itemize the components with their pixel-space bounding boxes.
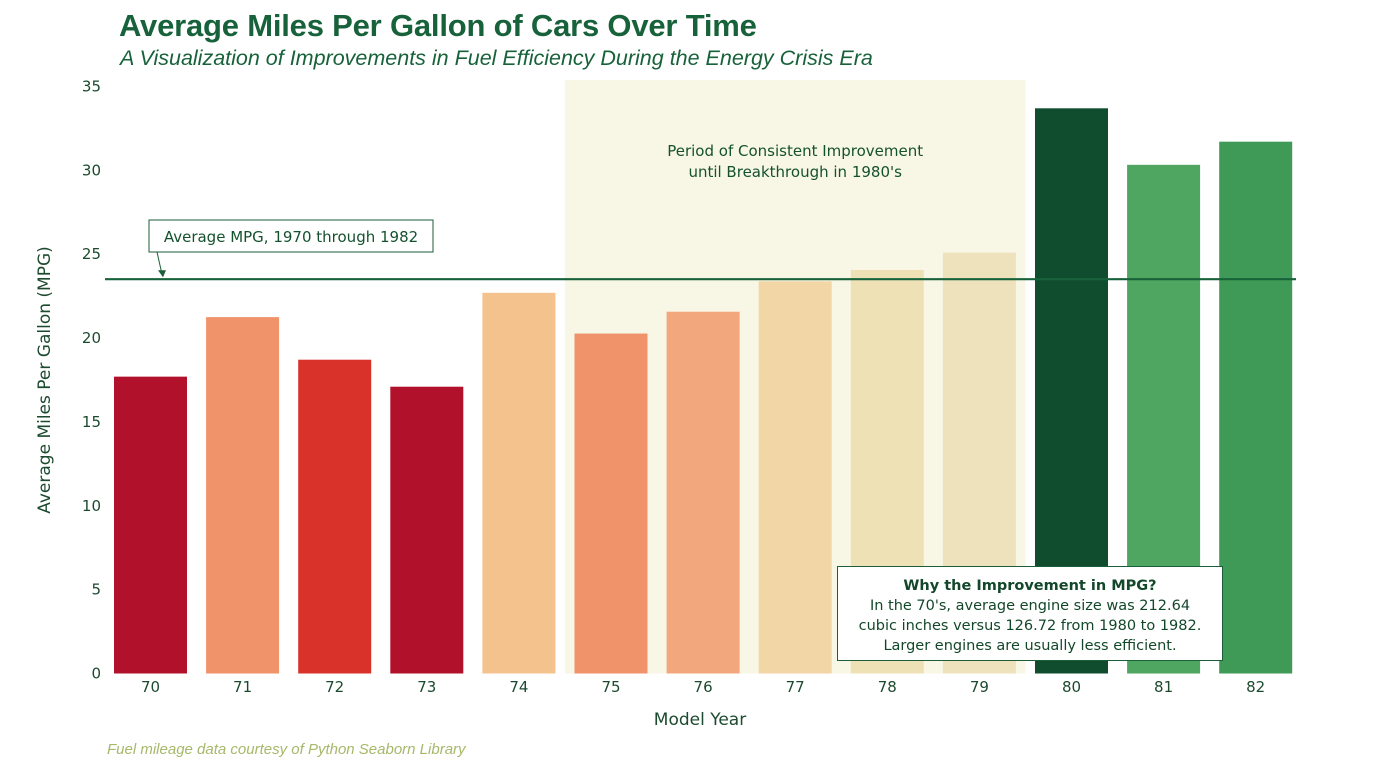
y-tick-label-15: 15 xyxy=(82,413,101,431)
highlight-region-label-2: until Breakthrough in 1980's xyxy=(688,163,902,181)
x-tick-label-77: 77 xyxy=(786,678,805,696)
y-tick-label-35: 35 xyxy=(82,78,101,96)
note-heading: Why the Improvement in MPG? xyxy=(903,578,1157,594)
bar-72 xyxy=(298,359,372,674)
note-line-1: In the 70's, average engine size was 212… xyxy=(869,598,1191,614)
reference-line-label: Average MPG, 1970 through 1982 xyxy=(164,228,418,246)
bar-73 xyxy=(390,386,464,674)
highlight-region-label-1: Period of Consistent Improvement xyxy=(667,142,923,160)
y-tick-label-10: 10 xyxy=(82,497,101,515)
x-tick-label-70: 70 xyxy=(141,678,160,696)
x-tick-label-81: 81 xyxy=(1154,678,1173,696)
x-tick-label-80: 80 xyxy=(1062,678,1081,696)
bar-75 xyxy=(574,333,648,674)
y-tick-label-0: 0 xyxy=(91,665,101,683)
chart-title: Average Miles Per Gallon of Cars Over Ti… xyxy=(119,8,757,43)
x-tick-label-75: 75 xyxy=(601,678,620,696)
note-line-2: cubic inches versus 126.72 from 1980 to … xyxy=(858,618,1202,634)
x-tick-label-79: 79 xyxy=(970,678,989,696)
y-tick-label-30: 30 xyxy=(82,161,101,179)
y-tick-label-20: 20 xyxy=(82,329,101,347)
mpg-explanation-note: Why the Improvement in MPG? In the 70's,… xyxy=(837,566,1223,661)
x-tick-label-74: 74 xyxy=(509,678,528,696)
x-tick-label-76: 76 xyxy=(694,678,713,696)
bar-74 xyxy=(482,292,556,674)
bar-70 xyxy=(114,376,187,674)
y-axis-title: Average Miles Per Gallon (MPG) xyxy=(35,246,55,514)
bar-77 xyxy=(758,281,832,674)
y-tick-label-5: 5 xyxy=(91,581,101,599)
chart-subtitle: A Visualization of Improvements in Fuel … xyxy=(120,46,873,70)
note-line-3: Larger engines are usually less efficien… xyxy=(883,638,1177,654)
y-tick-label-25: 25 xyxy=(82,245,101,263)
reference-line-label-box xyxy=(148,219,434,253)
axes-layer: 0 5 10 15 20 25 30 35 70 71 72 73 74 75 76 77 78 79 80 81 82… xyxy=(35,78,1265,731)
bar-71 xyxy=(206,317,280,674)
bar-82 xyxy=(1219,141,1293,674)
x-tick-label-71: 71 xyxy=(233,678,252,696)
x-tick-label-73: 73 xyxy=(417,678,436,696)
x-tick-label-78: 78 xyxy=(878,678,897,696)
reference-line-arrowhead xyxy=(158,270,166,278)
bar-76 xyxy=(666,311,740,674)
x-tick-label-82: 82 xyxy=(1246,678,1265,696)
x-axis-title: Model Year xyxy=(654,710,746,730)
x-tick-label-72: 72 xyxy=(325,678,344,696)
reference-line-layer: Average MPG, 1970 through 1982 xyxy=(105,219,1296,281)
bars-layer xyxy=(114,108,1293,674)
data-source-footnote: Fuel mileage data courtesy of Python Sea… xyxy=(107,741,466,758)
